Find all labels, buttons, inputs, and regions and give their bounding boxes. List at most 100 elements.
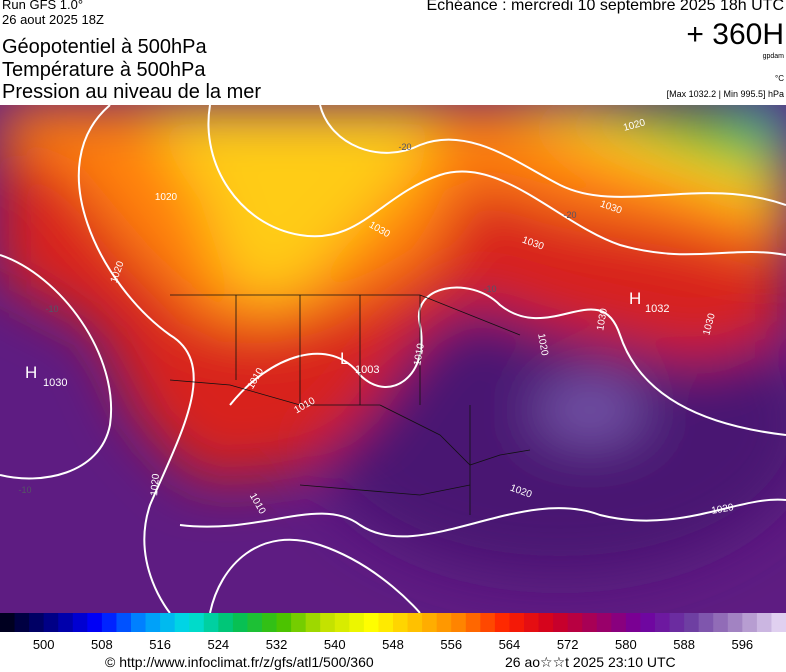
colorbar-swatch <box>349 613 365 632</box>
colorbar-swatch <box>131 613 147 632</box>
colorbar-swatch <box>494 613 510 632</box>
run-date: 26 aout 2025 18Z <box>2 12 104 27</box>
colorbar-swatch <box>101 613 117 632</box>
colorbar-swatch <box>145 613 161 632</box>
isobar-label: 1020 <box>155 192 178 203</box>
colorbar: 5005085165245325405485565645725805885966… <box>0 613 786 652</box>
temperature-label: -10 <box>18 485 31 495</box>
colorbar-swatch <box>29 613 45 632</box>
colorbar-swatch <box>174 613 190 632</box>
colorbar-swatch <box>422 613 438 632</box>
center-value: 1003 <box>355 364 379 376</box>
colorbar-swatch <box>742 613 758 632</box>
colorbar-swatch <box>611 613 627 632</box>
colorbar-swatch <box>596 613 612 632</box>
colorbar-label: 548 <box>382 637 404 652</box>
lead-time: + 360H <box>686 18 784 51</box>
colorbar-swatch <box>291 613 307 632</box>
colorbar-swatch <box>582 613 598 632</box>
colorbar-swatch <box>669 613 685 632</box>
unit: °C <box>775 74 784 83</box>
center-symbol: H <box>25 363 37 382</box>
colorbar-swatch <box>87 613 103 632</box>
colorbar-swatch <box>713 613 729 632</box>
colorbar-swatch <box>524 613 540 632</box>
isobars <box>0 105 786 613</box>
colorbar-label: 596 <box>731 637 753 652</box>
colorbar-swatch <box>189 613 205 632</box>
isobar-label: 1020 <box>535 333 550 357</box>
borders <box>169 294 531 515</box>
colorbar-swatch <box>14 613 30 632</box>
colorbar-swatch <box>378 613 394 632</box>
temperature-label: -10 <box>45 304 58 314</box>
colorbar-label: 516 <box>149 637 171 652</box>
valid-time: Echéance : mercredi 10 septembre 2025 18… <box>426 0 784 14</box>
colorbar-swatch <box>436 613 452 632</box>
temperature-label: -20 <box>398 142 411 152</box>
colorbar-swatch <box>276 613 292 632</box>
colorbar-swatch <box>363 613 379 632</box>
colorbar-label: 588 <box>673 637 695 652</box>
temperature-label: -10 <box>483 284 496 294</box>
footer-stamp: 26 ao☆☆t 2025 23:10 UTC <box>505 654 676 670</box>
footer-url: © http://www.infoclimat.fr/z/gfs/atl1/50… <box>105 654 374 670</box>
colorbar-swatch <box>58 613 74 632</box>
center-value: 1030 <box>43 377 67 389</box>
colorbar-swatch <box>771 613 786 632</box>
range: [Max 1032.2 | Min 995.5] hPa <box>666 89 784 99</box>
colorbar-swatch <box>451 613 467 632</box>
isobar-label: 1020 <box>711 502 735 517</box>
colorbar-label: 540 <box>324 637 346 652</box>
temperature-label: -20 <box>563 210 576 220</box>
colorbar-label: 532 <box>266 637 288 652</box>
colorbar-swatch <box>625 613 641 632</box>
colorbar-swatch <box>480 613 496 632</box>
colorbar-label: 524 <box>207 637 229 652</box>
colorbar-label: 564 <box>499 637 521 652</box>
colorbar-swatch <box>553 613 569 632</box>
map: 5005085165245325405485565645725805885966… <box>0 105 786 652</box>
colorbar-swatch <box>262 613 278 632</box>
colorbar-swatch <box>203 613 219 632</box>
colorbar-label: 508 <box>91 637 113 652</box>
colorbar-swatch <box>232 613 248 632</box>
colorbar-swatch <box>698 613 714 632</box>
colorbar-swatch <box>160 613 176 632</box>
isobar-label: 1010 <box>412 342 427 366</box>
title: Géopotentiel à 500hPa <box>2 36 207 58</box>
colorbar-swatch <box>727 613 743 632</box>
isobar-label: 1030 <box>595 307 610 331</box>
center-symbol: H <box>629 289 641 308</box>
colorbar-label: 580 <box>615 637 637 652</box>
colorbar-swatch <box>509 613 525 632</box>
colorbar-swatch <box>218 613 234 632</box>
title: Pression au niveau de la mer <box>2 81 262 103</box>
center-symbol: L <box>340 349 349 368</box>
colorbar-label: 500 <box>33 637 55 652</box>
isobar-label: 1020 <box>149 473 162 497</box>
colorbar-swatch <box>407 613 423 632</box>
field <box>0 105 786 613</box>
colorbar-swatch <box>655 613 671 632</box>
colorbar-swatch <box>567 613 583 632</box>
title: Température à 500hPa <box>2 59 206 81</box>
colorbar-swatch <box>538 613 554 632</box>
colorbar-swatch <box>305 613 321 632</box>
colorbar-swatch <box>320 613 336 632</box>
colorbar-swatch <box>465 613 481 632</box>
colorbar-swatch <box>756 613 772 632</box>
colorbar-swatch <box>247 613 263 632</box>
colorbar-swatch <box>116 613 132 632</box>
colorbar-swatch <box>72 613 88 632</box>
colorbar-swatch <box>43 613 59 632</box>
colorbar-label: 556 <box>440 637 462 652</box>
colorbar-swatch <box>684 613 700 632</box>
colorbar-swatch <box>393 613 409 632</box>
run: Run GFS 1.0° <box>2 0 84 12</box>
unit: gpdam <box>762 53 784 60</box>
colorbar-swatch <box>334 613 350 632</box>
center-value: 1032 <box>645 303 669 315</box>
colorbar-swatch <box>0 613 16 632</box>
